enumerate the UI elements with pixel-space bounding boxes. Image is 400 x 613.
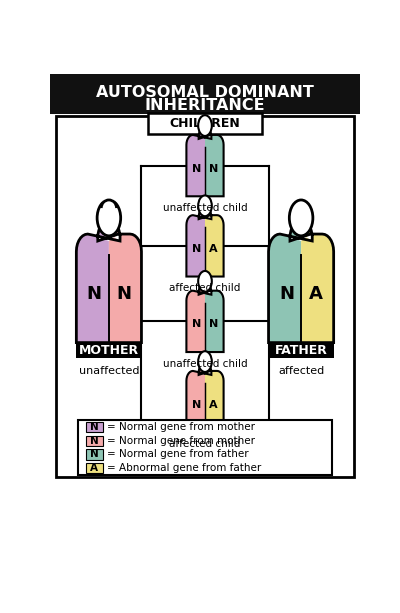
Circle shape (198, 351, 212, 372)
Polygon shape (186, 128, 205, 196)
Text: affected child: affected child (169, 439, 241, 449)
Text: = Abnormal gene from father: = Abnormal gene from father (107, 463, 262, 473)
Bar (50, 74, 360, 113)
Text: N: N (192, 244, 201, 254)
Text: N: N (209, 164, 218, 173)
Text: A: A (209, 244, 218, 254)
Polygon shape (186, 364, 205, 432)
Polygon shape (205, 283, 224, 352)
Text: = Normal gene from father: = Normal gene from father (107, 449, 249, 459)
Circle shape (198, 196, 212, 216)
Bar (76, 343, 142, 358)
Text: = Normal gene from mother: = Normal gene from mother (107, 422, 255, 432)
Text: MOTHER: MOTHER (79, 344, 139, 357)
Bar (86, 463, 103, 473)
Text: affected: affected (278, 366, 324, 376)
Text: N: N (90, 436, 98, 446)
Text: unaffected child: unaffected child (163, 359, 247, 369)
Polygon shape (76, 221, 109, 343)
Polygon shape (301, 221, 334, 343)
Text: A: A (309, 285, 323, 303)
Text: N: N (192, 164, 201, 173)
Bar (78, 421, 332, 474)
Bar (86, 436, 103, 446)
Text: FATHER: FATHER (275, 344, 328, 357)
Circle shape (198, 271, 212, 292)
Bar (56, 116, 354, 477)
Text: AUTOSOMAL DOMINANT: AUTOSOMAL DOMINANT (96, 85, 314, 100)
Text: CHILDREN: CHILDREN (170, 117, 240, 130)
Text: N: N (87, 285, 102, 303)
Text: N: N (90, 449, 98, 459)
Circle shape (289, 200, 313, 236)
Polygon shape (205, 128, 224, 196)
Bar (268, 343, 334, 358)
Text: N: N (209, 319, 218, 329)
Text: N: N (192, 400, 201, 409)
Text: = Normal gene from mother: = Normal gene from mother (107, 436, 255, 446)
Polygon shape (186, 208, 205, 276)
Text: N: N (279, 285, 294, 303)
Text: unaffected: unaffected (79, 366, 139, 376)
Text: INHERITANCE: INHERITANCE (145, 97, 265, 113)
Circle shape (97, 200, 121, 236)
Text: N: N (90, 422, 98, 432)
Polygon shape (109, 221, 142, 343)
Polygon shape (205, 364, 224, 432)
Polygon shape (186, 283, 205, 352)
FancyBboxPatch shape (148, 113, 262, 134)
Polygon shape (268, 221, 301, 343)
Text: affected child: affected child (169, 283, 241, 294)
Bar (86, 422, 103, 432)
Text: N: N (192, 319, 201, 329)
Polygon shape (205, 208, 224, 276)
Bar (86, 449, 103, 460)
Circle shape (198, 115, 212, 136)
Text: A: A (209, 400, 218, 409)
Polygon shape (101, 196, 116, 208)
Text: unaffected child: unaffected child (163, 203, 247, 213)
Text: A: A (90, 463, 98, 473)
Text: N: N (116, 285, 131, 303)
